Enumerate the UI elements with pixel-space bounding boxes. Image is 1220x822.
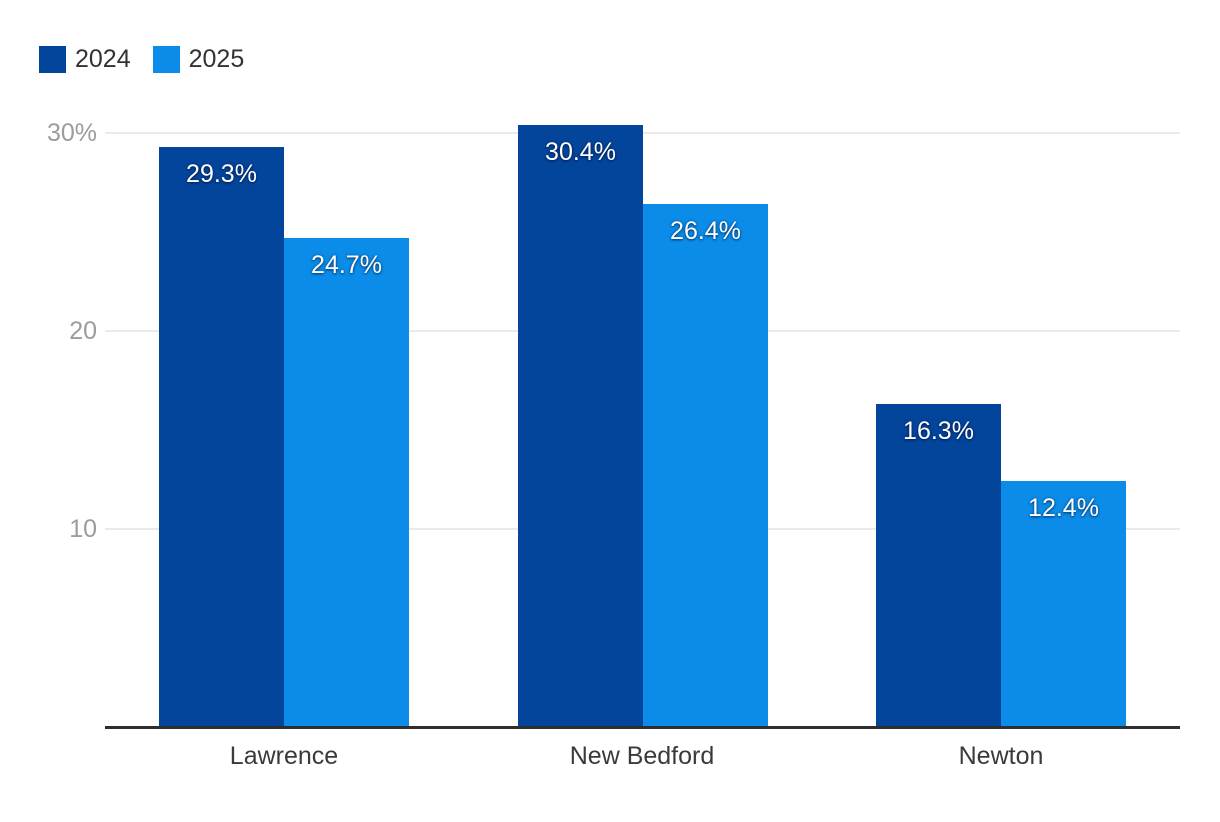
legend-item-2024: 2024 — [39, 46, 131, 73]
bar-value-label: 24.7% — [311, 251, 382, 279]
x-axis-line — [105, 726, 1180, 729]
bar-value-label: 26.4% — [670, 217, 741, 245]
legend: 2024 2025 — [39, 46, 244, 73]
bar-value-label: 16.3% — [903, 417, 974, 445]
x-axis-label: Lawrence — [229, 742, 339, 770]
bar-new-bedford-2024: 30.4% — [518, 125, 643, 727]
bar-lawrence-2025: 24.7% — [284, 238, 409, 727]
x-axis-label: New Bedford — [569, 742, 715, 770]
bar-newton-2024: 16.3% — [876, 404, 1001, 727]
bar-value-label: 30.4% — [545, 138, 616, 166]
legend-item-label: 2024 — [75, 45, 131, 73]
legend-item-2025: 2025 — [152, 45, 245, 73]
bar-new-bedford-2025: 26.4% — [643, 204, 768, 727]
y-axis-tick-label: 10 — [69, 515, 97, 543]
bar-value-label: 12.4% — [1028, 494, 1099, 522]
bar-value-label: 29.3% — [186, 160, 257, 188]
bar-newton-2025: 12.4% — [1001, 481, 1126, 727]
legend-swatch — [39, 46, 66, 73]
bar-lawrence-2024: 29.3% — [159, 147, 284, 727]
legend-item-label: 2025 — [188, 45, 245, 73]
legend-swatch — [152, 46, 180, 73]
y-axis-tick-label: 20 — [69, 317, 97, 345]
y-axis-tick-label: 30% — [46, 119, 97, 147]
x-axis-label: Newton — [958, 742, 1044, 770]
